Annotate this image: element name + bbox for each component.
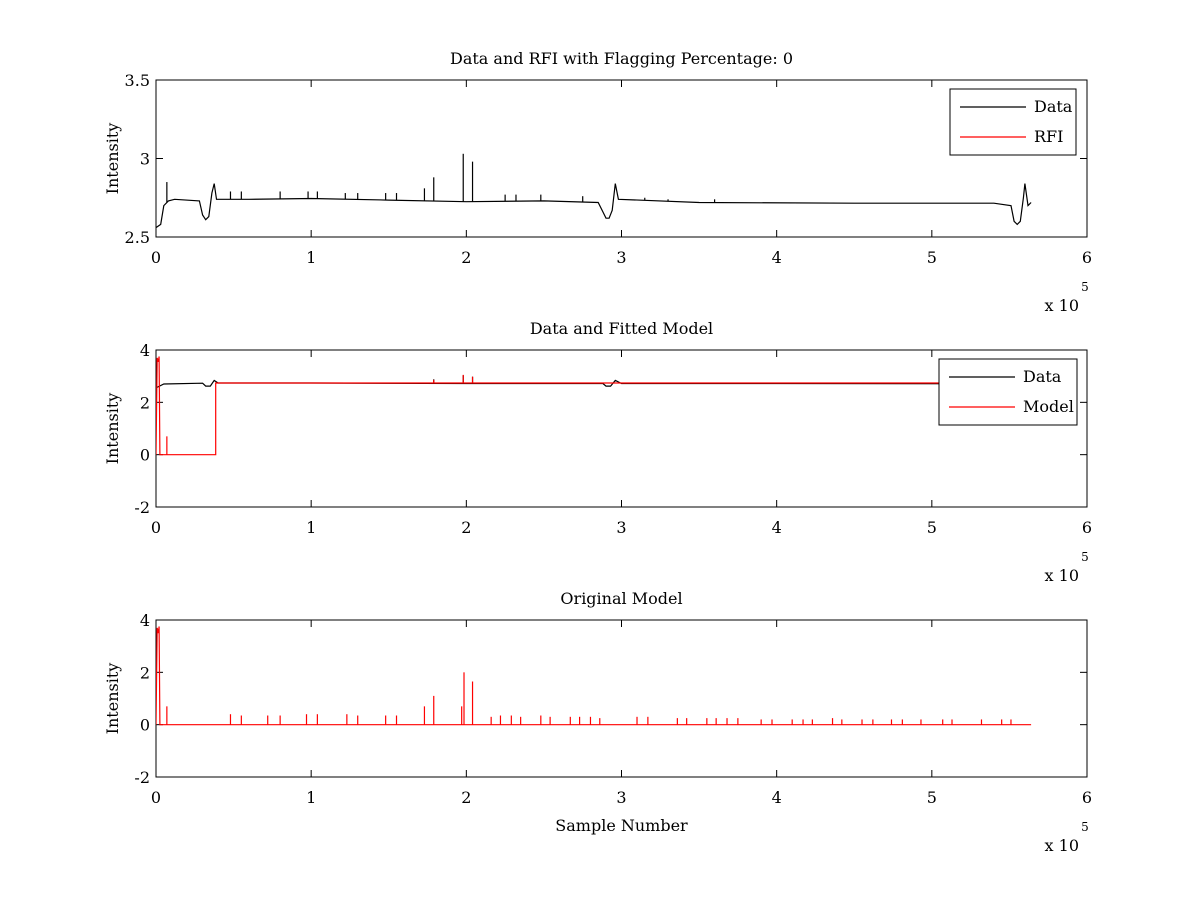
legend-label: RFI	[1034, 127, 1063, 146]
y-tick-label: 0	[140, 446, 150, 465]
x-tick-label: 6	[1082, 248, 1092, 267]
x-multiplier-exponent: 5	[1081, 550, 1089, 564]
chart-title: Original Model	[560, 589, 682, 608]
x-tick-label: 0	[151, 788, 161, 807]
legend-label: Model	[1023, 397, 1074, 416]
y-tick-label: 0	[140, 716, 150, 735]
y-axis-label: Intensity	[103, 123, 122, 195]
chart-title: Data and RFI with Flagging Percentage: 0	[450, 49, 793, 68]
x-tick-label: 0	[151, 248, 161, 267]
x-tick-label: 1	[306, 248, 316, 267]
y-axis-label: Intensity	[103, 663, 122, 735]
legend-box	[949, 88, 1077, 156]
x-tick-label: 5	[927, 518, 937, 537]
x-multiplier-base: x 10	[1045, 566, 1079, 585]
x-tick-label: 5	[927, 788, 937, 807]
x-tick-label: 2	[461, 248, 471, 267]
series-line	[156, 356, 1025, 456]
x-tick-label: 1	[306, 518, 316, 537]
y-tick-label: -2	[134, 498, 150, 517]
y-tick-label: 2.5	[125, 228, 150, 247]
x-tick-label: 1	[306, 788, 316, 807]
series-model-group	[156, 356, 1025, 456]
legend-label: Data	[1023, 367, 1062, 386]
x-tick-label: 2	[461, 518, 471, 537]
x-axis-label: Sample Number	[555, 816, 688, 835]
x-multiplier-exponent: 5	[1081, 820, 1089, 834]
series-data-group	[156, 153, 1032, 229]
x-tick-label: 5	[927, 248, 937, 267]
y-tick-label: 3.5	[125, 71, 150, 90]
plot-area	[155, 79, 1088, 238]
y-tick-label: 4	[140, 341, 150, 360]
x-tick-label: 0	[151, 518, 161, 537]
plot-area	[155, 619, 1088, 778]
x-tick-label: 4	[772, 518, 782, 537]
x-tick-label: 6	[1082, 788, 1092, 807]
chart-title: Data and Fitted Model	[530, 319, 713, 338]
x-tick-label: 4	[772, 248, 782, 267]
y-tick-label: 2	[140, 663, 150, 682]
y-tick-label: 2	[140, 393, 150, 412]
x-multiplier-exponent: 5	[1081, 280, 1089, 294]
y-tick-label: 3	[140, 150, 150, 169]
series-model-group	[156, 626, 1032, 726]
x-multiplier-base: x 10	[1045, 836, 1079, 855]
series-line	[156, 183, 1032, 229]
legend: Data RFI	[949, 88, 1077, 156]
x-tick-label: 2	[461, 788, 471, 807]
legend: Data Model	[938, 358, 1078, 426]
legend-label: Data	[1034, 97, 1073, 116]
x-tick-label: 3	[616, 788, 626, 807]
series-line	[156, 626, 1032, 726]
legend-box	[938, 358, 1078, 426]
x-tick-label: 4	[772, 788, 782, 807]
x-multiplier-base: x 10	[1045, 296, 1079, 315]
x-tick-label: 6	[1082, 518, 1092, 537]
x-tick-label: 3	[616, 248, 626, 267]
y-axis-label: Intensity	[103, 393, 122, 465]
x-tick-label: 3	[616, 518, 626, 537]
y-tick-label: 4	[140, 611, 150, 630]
y-tick-label: -2	[134, 768, 150, 787]
